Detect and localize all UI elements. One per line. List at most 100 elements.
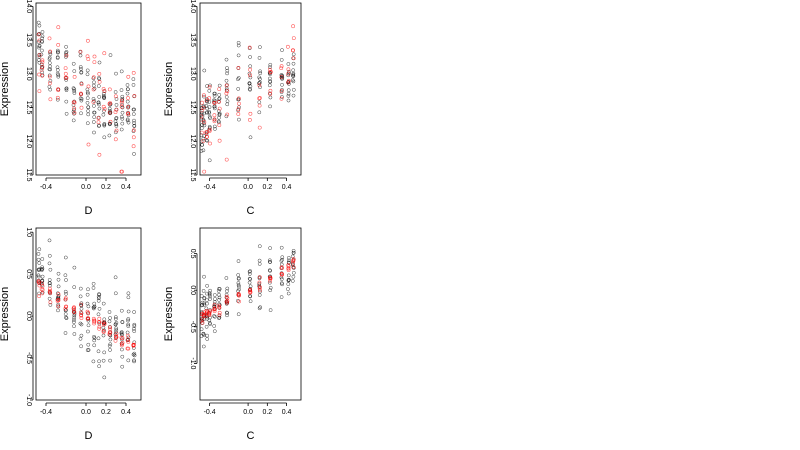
observed-point — [91, 306, 96, 311]
observed-point — [132, 351, 137, 356]
fitted-point — [72, 75, 77, 79]
observed-point — [291, 61, 296, 66]
observed-point — [64, 316, 69, 321]
observed-point — [212, 98, 216, 103]
observed-point — [48, 79, 53, 83]
observed-point — [217, 112, 222, 117]
observed-point — [125, 83, 130, 87]
fitted-point — [40, 281, 44, 286]
observed-point — [126, 318, 130, 323]
observed-point — [237, 276, 241, 281]
observed-point — [114, 116, 119, 120]
fitted-point — [55, 95, 60, 100]
scatter-points-top-right — [199, 24, 296, 174]
fitted-point — [97, 324, 102, 329]
observed-point — [102, 95, 107, 100]
observed-point — [207, 291, 212, 296]
observed-point — [92, 343, 97, 348]
panel-bottom-left: -0.4 0.0 0.2 0.4 -1.0 -0.5 0.0 0.5 1.0 D Expres… — [0, 227, 142, 442]
x-axis-title-top-right: C — [247, 205, 255, 217]
observed-point — [236, 259, 241, 263]
fitted-point — [291, 36, 296, 41]
observed-point — [217, 92, 222, 97]
observed-point — [113, 322, 118, 327]
fitted-point — [120, 98, 124, 103]
observed-point — [132, 359, 136, 364]
observed-point — [108, 348, 112, 352]
observed-point — [85, 121, 90, 126]
observed-point — [205, 110, 209, 115]
fitted-point — [217, 87, 222, 92]
x-tick-label: 0.4 — [121, 409, 131, 416]
fitted-point — [257, 275, 262, 280]
fitted-point — [56, 25, 61, 30]
observed-point — [108, 53, 113, 57]
fitted-point — [212, 307, 216, 312]
fitted-point — [48, 288, 52, 293]
observed-point — [224, 276, 229, 280]
observed-point — [258, 71, 263, 76]
observed-point — [291, 274, 296, 279]
observed-point — [225, 68, 230, 73]
observed-point — [212, 293, 217, 297]
x-tick-label: 0.4 — [282, 184, 292, 191]
observed-point — [48, 87, 53, 92]
fitted-point — [63, 306, 68, 311]
fitted-point — [236, 107, 241, 112]
fitted-point — [247, 45, 252, 50]
y-tick-label: 13.5 — [189, 33, 196, 47]
fitted-point — [268, 276, 272, 281]
fitted-point — [79, 82, 84, 87]
observed-point — [268, 308, 273, 312]
observed-point — [79, 322, 84, 327]
observed-point — [79, 111, 83, 116]
observed-point — [86, 287, 90, 292]
fitted-point — [56, 292, 61, 297]
observed-point — [132, 310, 136, 314]
observed-point — [291, 87, 296, 92]
plot-frame-top-left — [35, 2, 142, 176]
fitted-point — [217, 303, 222, 308]
observed-point — [286, 256, 291, 260]
observed-point — [96, 312, 101, 317]
observed-point — [131, 83, 136, 87]
observed-point — [225, 102, 230, 107]
observed-point — [114, 328, 119, 332]
observed-point — [279, 245, 284, 250]
observed-point — [291, 250, 296, 255]
observed-point — [201, 104, 206, 108]
fitted-point — [286, 80, 291, 85]
fitted-point — [64, 304, 69, 309]
observed-point — [268, 288, 273, 293]
fitted-point — [200, 320, 205, 325]
observed-point — [40, 34, 45, 39]
observed-point — [85, 292, 90, 297]
observed-point — [126, 317, 131, 321]
observed-point — [286, 91, 291, 96]
fitted-point — [236, 112, 241, 116]
observed-point — [236, 43, 241, 48]
observed-point — [257, 81, 262, 86]
fitted-point — [291, 24, 296, 29]
fitted-point — [101, 104, 106, 109]
observed-point — [64, 86, 69, 91]
observed-point — [97, 76, 101, 80]
fitted-point — [286, 268, 291, 273]
fitted-point — [268, 92, 273, 96]
observed-point — [72, 318, 76, 322]
observed-point — [224, 310, 229, 315]
fitted-point — [291, 48, 295, 53]
observed-point — [101, 333, 106, 338]
observed-point — [217, 298, 221, 302]
observed-point — [102, 350, 107, 355]
fitted-point — [108, 119, 113, 124]
observed-point — [201, 344, 206, 349]
observed-point — [207, 100, 212, 104]
observed-point — [267, 258, 272, 263]
observed-point — [280, 255, 285, 260]
observed-point — [47, 73, 52, 78]
observed-point — [248, 294, 253, 299]
observed-point — [72, 111, 76, 116]
fitted-point — [207, 85, 212, 89]
observed-point — [132, 118, 136, 123]
